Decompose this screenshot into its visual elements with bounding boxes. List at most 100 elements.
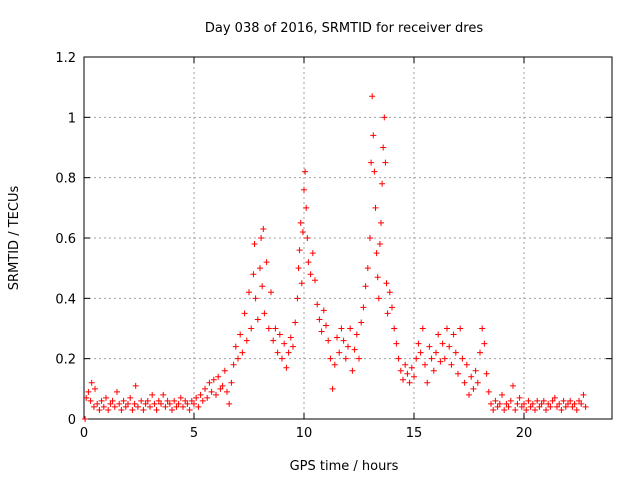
data-point [314,301,321,308]
data-point [340,337,347,344]
data-point [171,397,178,404]
data-point [422,361,428,368]
data-point [147,403,153,410]
data-point [228,379,235,386]
data-point [472,367,479,374]
data-point [336,349,343,356]
data-point [384,310,391,317]
data-point [372,204,379,211]
data-point [338,325,345,332]
data-point [224,388,230,395]
data-point [186,406,193,413]
data-point [241,310,248,317]
data-point [250,271,257,278]
data-point [140,406,147,413]
data-point [455,370,461,377]
data-point [105,406,112,413]
data-point [534,397,541,404]
data-point [221,367,228,374]
data-point [177,394,184,401]
data-point [334,334,340,341]
data-point [369,93,376,100]
data-point [325,337,332,344]
data-point [470,385,477,392]
data-point [349,367,356,374]
data-point [279,355,285,362]
data-point [111,403,118,410]
data-point [525,397,532,404]
data-point [466,391,472,398]
data-point [523,406,530,413]
data-point [404,370,411,377]
data-point [567,397,574,404]
data-point [501,406,508,413]
data-point [258,235,265,241]
data-point [129,406,136,413]
data-point [430,367,437,374]
data-point [527,403,534,410]
data-point [474,379,481,386]
data-point [375,295,382,302]
data-point [494,403,501,410]
data-point [142,400,149,407]
data-point [299,228,306,235]
data-point [109,397,116,404]
data-point [490,406,497,413]
data-point [562,403,569,410]
data-point [92,385,98,392]
data-point [243,337,250,344]
data-point [536,403,543,410]
data-point [87,397,94,404]
data-point [547,403,554,410]
data-point [193,394,200,401]
x-tick-label: 20 [516,426,533,441]
data-point [85,388,92,395]
data-point [215,373,222,380]
data-point [292,319,299,326]
y-axis-label: SRMTID / TECUs [7,186,22,291]
grid [84,57,612,419]
data-point [538,400,545,407]
data-point [529,400,536,407]
y-tick-label: 0.4 [55,292,76,307]
data-point [492,397,499,404]
data-point [230,361,237,368]
data-point [283,364,290,371]
data-point [507,397,514,404]
data-point [265,325,272,332]
plot-frame [83,56,613,420]
data-point [114,388,120,395]
data-point [382,159,389,166]
data-point [560,397,567,404]
data-point [261,310,268,317]
data-point [419,325,426,332]
data-point [162,403,169,410]
data-point [305,259,312,266]
data-point [393,340,400,347]
data-point [516,394,523,401]
data-point [395,355,402,362]
data-point [169,406,175,413]
data-point [83,394,90,401]
data-point [151,400,158,407]
data-point [381,114,388,121]
data-point [132,382,139,389]
data-point [331,361,338,368]
x-tick-labels: 0 5 10 15 20 [80,426,532,441]
x-tick-label: 10 [296,426,313,441]
data-point [518,403,525,410]
data-point [260,225,267,232]
data-point [210,376,217,383]
data-point [296,247,303,254]
data-point [481,340,488,347]
data-point [158,400,164,407]
data-point [379,180,386,187]
data-point [554,403,560,410]
data-point [302,168,309,175]
data-point [301,186,307,193]
data-point [499,391,505,398]
data-point [578,400,585,407]
y-tick-label: 0 [68,413,76,428]
data-point [545,400,552,407]
data-point [435,331,442,338]
